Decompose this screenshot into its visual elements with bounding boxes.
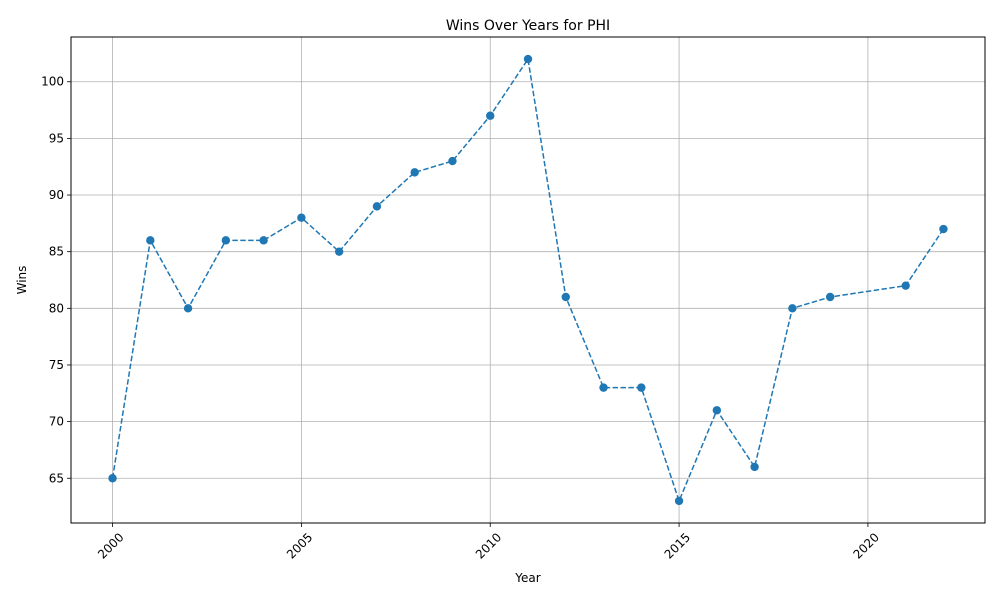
x-axis-label: Year bbox=[514, 571, 540, 585]
chart-title: Wins Over Years for PHI bbox=[446, 18, 610, 34]
y-tick-label: 65 bbox=[49, 471, 64, 485]
data-point bbox=[221, 236, 231, 245]
data-point bbox=[561, 292, 570, 302]
y-tick-label: 95 bbox=[49, 131, 64, 145]
data-point bbox=[448, 156, 457, 166]
data-point bbox=[183, 304, 193, 313]
y-tick-label: 70 bbox=[49, 415, 64, 429]
series-line bbox=[111, 57, 945, 504]
data-point bbox=[901, 281, 910, 290]
y-tick-label: 75 bbox=[49, 358, 64, 372]
data-point bbox=[674, 496, 684, 506]
y-tick-label: 90 bbox=[49, 188, 64, 202]
data-point bbox=[599, 383, 608, 392]
data-point bbox=[750, 462, 759, 472]
data-point bbox=[939, 224, 948, 234]
grid bbox=[71, 37, 985, 523]
data-point bbox=[486, 111, 495, 120]
data-point bbox=[637, 383, 646, 392]
y-tick-label: 85 bbox=[49, 245, 64, 259]
data-point bbox=[825, 292, 835, 302]
y-tick-label: 80 bbox=[49, 301, 64, 315]
data-point bbox=[788, 304, 797, 313]
data-point bbox=[410, 168, 419, 177]
plot-frame bbox=[70, 36, 986, 524]
data-point bbox=[334, 247, 344, 256]
data-point bbox=[712, 406, 722, 415]
data-point bbox=[259, 236, 268, 245]
data-point bbox=[108, 474, 117, 483]
y-axis-label: Wins bbox=[15, 266, 29, 295]
data-point bbox=[146, 236, 155, 245]
data-point bbox=[297, 213, 306, 222]
data-series bbox=[108, 54, 948, 506]
y-tick-label: 100 bbox=[41, 75, 64, 89]
data-point bbox=[523, 54, 533, 64]
data-point bbox=[372, 202, 382, 211]
